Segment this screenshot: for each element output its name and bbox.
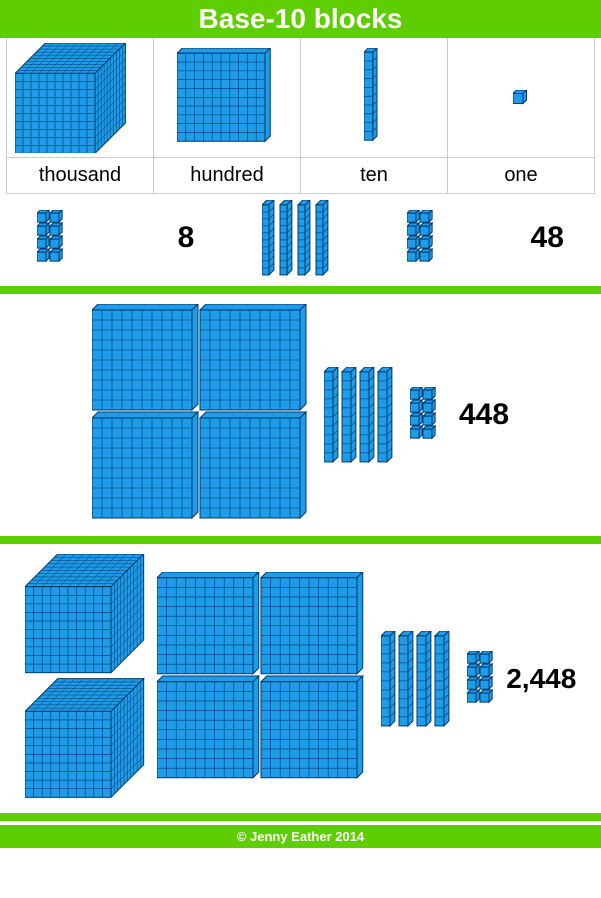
- thousands-cluster: [25, 554, 148, 803]
- value-48: 48: [504, 221, 564, 255]
- legend-label-ten: ten: [301, 158, 448, 194]
- title-bar: Base-10 blocks: [0, 0, 601, 38]
- footer-bar: © Jenny Eather 2014: [0, 825, 601, 848]
- legend-one-img: [448, 38, 595, 158]
- example-row-2448: 2,448: [0, 548, 601, 809]
- footer-text: © Jenny Eather 2014: [237, 829, 364, 844]
- legend-label-thousand: thousand: [7, 158, 154, 194]
- hundreds-cluster: [92, 304, 314, 526]
- value-8: 8: [134, 221, 194, 255]
- ones-cluster: [407, 210, 436, 265]
- example-row-8-48: 8 48: [0, 194, 601, 282]
- title-text: Base-10 blocks: [199, 3, 403, 34]
- one-block-icon: [513, 90, 529, 106]
- tens-cluster: [324, 367, 400, 463]
- value-448: 448: [449, 398, 509, 432]
- section-divider: [0, 813, 601, 821]
- tens-cluster: [262, 200, 338, 276]
- ones-cluster: [467, 651, 496, 706]
- example-row-448: 448: [0, 298, 601, 532]
- legend-table: thousand hundred ten one: [6, 38, 595, 194]
- hundred-block-icon: [177, 48, 277, 148]
- legend-hundred-img: [154, 38, 301, 158]
- tens-cluster: [381, 631, 457, 727]
- legend-thousand-img: [7, 38, 154, 158]
- value-2448: 2,448: [506, 663, 576, 695]
- legend-label-hundred: hundred: [154, 158, 301, 194]
- examples-container: 8 48 448 2,448: [0, 194, 601, 821]
- hundreds-cluster: [157, 572, 371, 786]
- ones-cluster: [410, 387, 439, 442]
- ten-block-icon: [364, 48, 384, 148]
- legend-label-one: one: [448, 158, 595, 194]
- legend-ten-img: [301, 38, 448, 158]
- section-divider: [0, 286, 601, 294]
- ones-cluster: [37, 210, 66, 265]
- thousand-block-icon: [15, 43, 145, 153]
- section-divider: [0, 536, 601, 544]
